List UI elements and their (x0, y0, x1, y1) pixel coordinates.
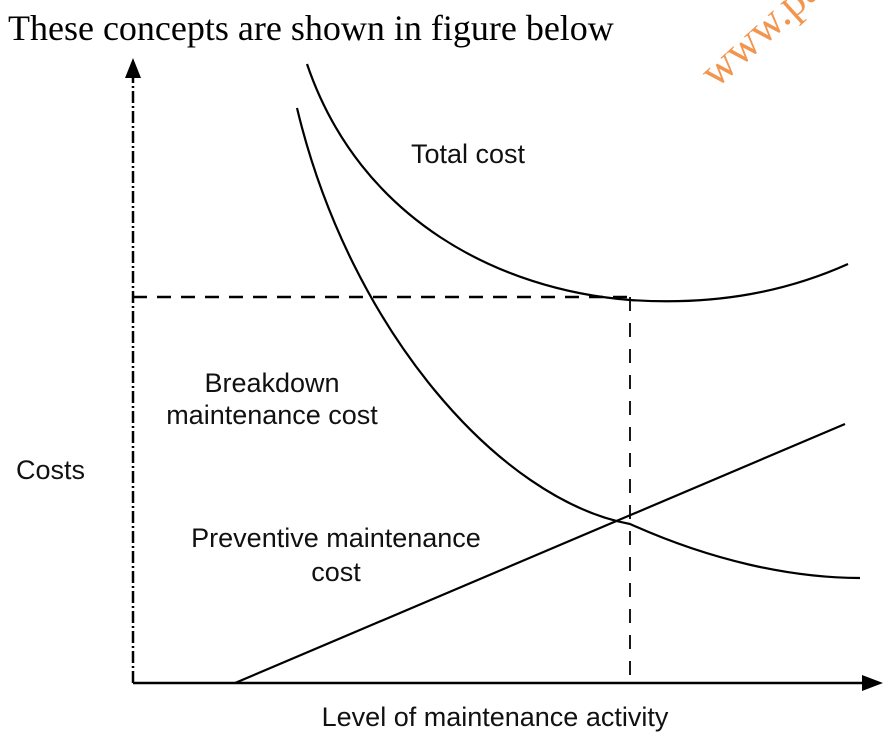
x-axis-arrow-icon (862, 675, 883, 691)
total-cost-curve (305, 63, 849, 303)
breakdown-cost-label-line1: Breakdown (204, 368, 339, 398)
total-cost-label: Total cost (411, 139, 526, 169)
preventive-maintenance-cost-line (234, 422, 846, 685)
y-axis-label: Costs (16, 455, 85, 485)
breakdown-maintenance-cost-curve (295, 107, 861, 580)
x-axis-label: Level of maintenance activity (322, 702, 669, 732)
preventive-cost-label-line2: cost (311, 557, 361, 587)
page-heading: These concepts are shown in figure below (8, 8, 614, 48)
preventive-cost-label-line1: Preventive maintenance (191, 523, 481, 553)
breakdown-cost-label-line2: maintenance cost (166, 400, 378, 430)
y-axis-arrow-icon (125, 58, 141, 78)
